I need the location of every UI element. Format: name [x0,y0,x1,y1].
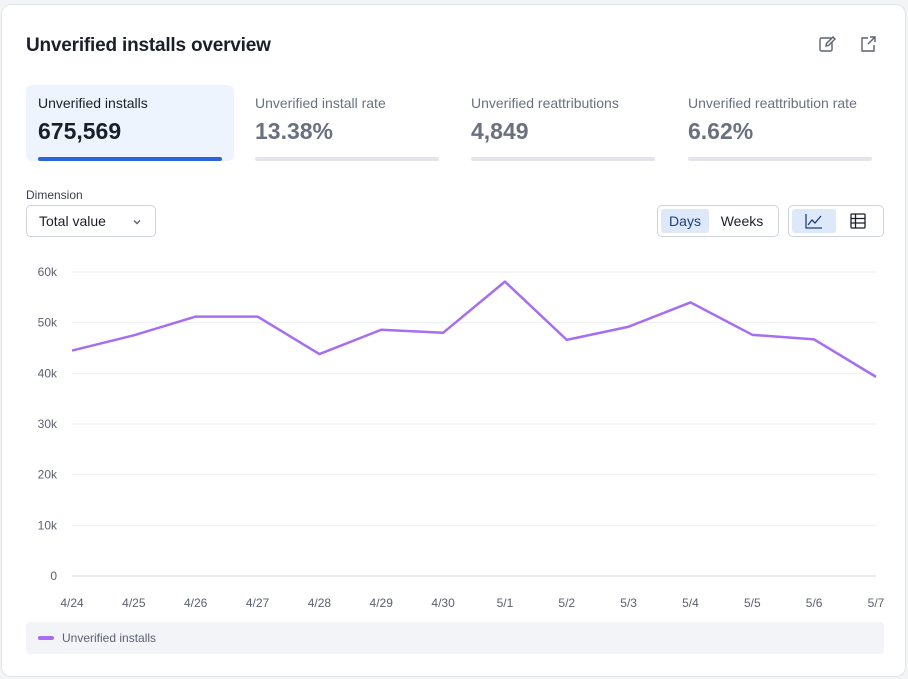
y-tick-label: 0 [50,569,57,583]
x-tick-label: 4/28 [308,596,332,610]
data-point[interactable] [376,325,386,335]
data-point[interactable] [871,372,881,382]
legend-swatch [38,636,54,640]
page-title: Unverified installs overview [26,35,271,56]
x-tick-label: 5/4 [682,596,699,610]
x-tick-label: 4/29 [370,596,394,610]
y-tick-label: 30k [38,417,58,431]
edit-icon[interactable] [816,33,838,55]
dimension-select-value: Total value [39,213,106,229]
x-tick-label: 4/24 [60,596,84,610]
x-tick-label: 4/25 [122,596,146,610]
legend-label: Unverified installs [62,631,157,645]
metric-label: Unverified installs [38,95,148,111]
chevron-down-icon [131,215,143,231]
line-chart-icon[interactable] [792,209,836,233]
metric-tab-unverified-reattributions[interactable]: Unverified reattributions 4,849 [459,85,667,161]
data-point[interactable] [129,330,139,340]
dimension-label: Dimension [26,188,83,202]
chart-legend: Unverified installs [26,622,884,654]
metric-label: Unverified install rate [255,95,386,111]
x-tick-label: 4/27 [246,596,270,610]
data-point[interactable] [624,322,634,332]
metric-tab-unverified-installs[interactable]: Unverified installs 675,569 [26,85,234,161]
x-tick-label: 5/7 [868,596,884,610]
data-point[interactable] [253,312,263,322]
y-tick-label: 50k [38,316,58,330]
data-point[interactable] [67,346,77,356]
y-tick-label: 10k [38,518,58,532]
x-tick-label: 5/2 [558,596,575,610]
metric-indicator [471,157,655,161]
export-icon[interactable] [857,33,879,55]
x-tick-label: 4/26 [184,596,208,610]
dimension-select[interactable]: Total value [26,205,156,237]
x-tick-label: 5/1 [497,596,514,610]
metric-indicator [688,157,872,161]
data-point[interactable] [747,330,757,340]
metric-indicator [255,157,439,161]
metric-value: 4,849 [471,118,529,144]
line-chart: 0 10k 20k 30k 40k 50k 60k 4/24 4/25 4/26 4/27 4/28… [38,265,884,610]
data-point[interactable] [314,349,324,359]
data-point[interactable] [562,335,572,345]
y-tick-label: 20k [38,468,58,482]
view-toggle [788,205,884,237]
table-icon[interactable] [836,209,880,233]
y-tick-label: 60k [38,265,58,279]
data-point[interactable] [438,328,448,338]
metric-tabs: Unverified installs 675,569 Unverified i… [26,85,884,161]
x-tick-label: 4/30 [431,596,455,610]
data-point[interactable] [500,277,510,287]
period-toggle: Days Weeks [657,205,779,237]
period-option-weeks[interactable]: Weeks [720,213,764,229]
metric-value: 6.62% [688,118,754,144]
x-tick-label: 5/3 [620,596,637,610]
metric-value: 675,569 [38,118,122,144]
metric-tab-unverified-reattribution-rate[interactable]: Unverified reattribution rate 6.62% [676,85,884,161]
data-point[interactable] [809,334,819,344]
metric-label: Unverified reattributions [471,95,619,111]
y-tick-label: 40k [38,366,58,380]
metric-value: 13.38% [255,118,334,144]
metric-indicator [38,157,222,161]
x-tick-label: 5/5 [744,596,761,610]
metric-tab-unverified-install-rate[interactable]: Unverified install rate 13.38% [243,85,451,161]
series-line-unverified-installs [71,280,877,378]
period-option-days[interactable]: Days [661,209,709,233]
data-point[interactable] [685,297,695,307]
overview-card: Unverified installs overview Unverified … [1,4,906,677]
data-point[interactable] [191,312,201,322]
metric-label: Unverified reattribution rate [688,95,857,111]
x-tick-label: 5/6 [806,596,823,610]
